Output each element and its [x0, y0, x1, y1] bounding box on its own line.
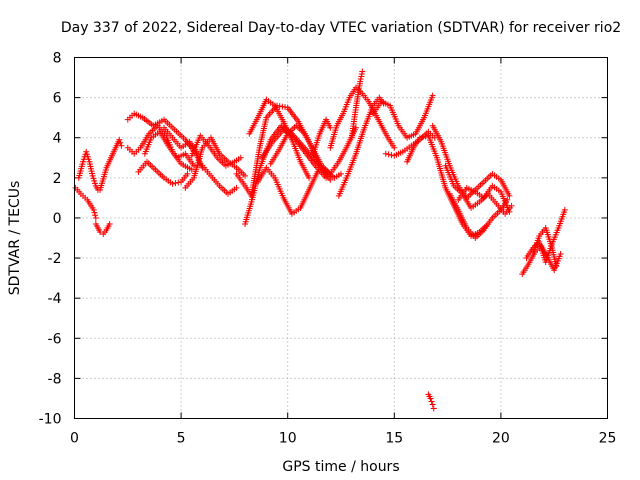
- data-point: [80, 158, 87, 165]
- data-point: [172, 180, 179, 187]
- data-point: [184, 170, 191, 177]
- data-point: [188, 166, 195, 173]
- data-point: [504, 196, 511, 203]
- data-point: [237, 154, 244, 161]
- data-point: [385, 151, 392, 158]
- data-point: [91, 209, 98, 216]
- data-point: [506, 192, 513, 199]
- data-point: [327, 124, 334, 131]
- data-point: [416, 134, 423, 141]
- data-point: [91, 177, 98, 184]
- x-tick-label: 25: [599, 431, 617, 447]
- y-tick-label: 0: [53, 211, 62, 227]
- data-point: [338, 170, 344, 177]
- data-point: [90, 175, 97, 182]
- y-tick-label: -6: [48, 331, 62, 347]
- data-point: [233, 184, 240, 191]
- data-point: [279, 103, 286, 110]
- data-point: [90, 206, 97, 213]
- data-point: [169, 180, 176, 187]
- data-point: [242, 172, 249, 179]
- data-point: [117, 139, 124, 146]
- y-tick-label: -10: [39, 412, 62, 428]
- data-point: [391, 144, 398, 151]
- data-point: [557, 251, 564, 258]
- data-point: [429, 92, 436, 99]
- data-point: [175, 179, 182, 186]
- data-point: [84, 151, 91, 158]
- data-point: [282, 104, 289, 111]
- data-point: [359, 68, 366, 75]
- data-point: [429, 401, 436, 408]
- data-point: [506, 208, 513, 215]
- y-tick-label: -8: [48, 371, 62, 387]
- data-point: [85, 156, 92, 163]
- grid-lines: [74, 57, 608, 419]
- data-point: [430, 405, 437, 412]
- x-tick-label: 20: [492, 431, 510, 447]
- data-point: [327, 176, 334, 183]
- data-point: [323, 174, 330, 181]
- data-point: [357, 76, 364, 83]
- data-points: [72, 68, 568, 412]
- y-tick-label: -2: [48, 251, 62, 267]
- data-point: [561, 206, 568, 213]
- data-point: [357, 78, 364, 85]
- data-point: [92, 212, 99, 219]
- data-point: [276, 103, 283, 110]
- data-point: [92, 214, 99, 221]
- y-tick-label: 6: [53, 91, 62, 107]
- data-point: [358, 73, 365, 80]
- x-tick-label: 10: [279, 431, 297, 447]
- data-point: [106, 220, 113, 227]
- x-tick-label: 0: [70, 431, 79, 447]
- data-point: [553, 263, 560, 270]
- y-tick-label: 4: [53, 131, 62, 147]
- data-point: [419, 134, 426, 141]
- y-tick-label: -4: [48, 291, 62, 307]
- data-point: [508, 202, 515, 209]
- data-point: [83, 148, 90, 155]
- y-axis-label: SDTVAR / TECUs: [7, 181, 23, 296]
- data-point: [306, 174, 313, 181]
- plot-frame: [74, 57, 608, 419]
- data-point: [118, 142, 125, 149]
- data-point: [116, 136, 123, 143]
- x-tick-label: 15: [385, 431, 403, 447]
- data-point: [427, 395, 434, 402]
- data-point: [428, 398, 435, 405]
- data-point: [190, 162, 197, 169]
- data-point: [382, 150, 389, 157]
- y-tick-label: 2: [53, 171, 62, 187]
- x-tick-label: 5: [177, 431, 186, 447]
- chart-title: Day 337 of 2022, Sidereal Day-to-day VTE…: [61, 20, 621, 36]
- data-point: [92, 180, 99, 187]
- data-point: [422, 133, 429, 140]
- axis-ticks: 0 5 10 15 20 25 -10 -8 -6 -4 -2 0 2 4 6 8: [39, 51, 617, 447]
- data-point: [84, 153, 91, 160]
- data-point: [358, 71, 365, 78]
- x-axis-label: GPS time / hours: [282, 459, 399, 475]
- y-tick-label: 8: [53, 51, 62, 67]
- data-point: [89, 172, 96, 179]
